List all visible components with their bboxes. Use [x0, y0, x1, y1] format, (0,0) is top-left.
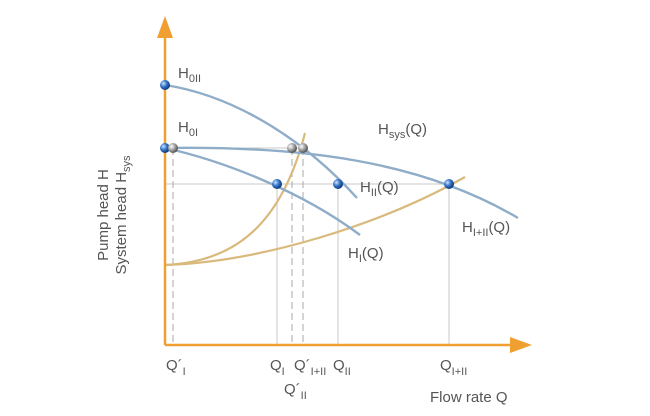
label-part: Q´: [294, 357, 311, 374]
label-part: I+II: [473, 227, 489, 239]
pump-curves: [164, 83, 519, 236]
points: [160, 80, 454, 189]
label-part: H: [178, 119, 189, 136]
label-part: I: [183, 366, 186, 378]
label-part: (Q): [362, 245, 384, 262]
y-axis-label: Pump head H System head Hsys: [95, 155, 133, 275]
label-part: sys: [121, 155, 133, 172]
label-part: H: [378, 121, 389, 138]
label-q2: QII: [333, 357, 351, 378]
label-part: I+II: [452, 366, 468, 378]
x-axis-title: Flow rate Q: [430, 389, 508, 406]
label-part: H: [462, 219, 473, 236]
label-part: (Q): [488, 219, 510, 236]
label-part: II: [371, 187, 377, 199]
label-part: Q´: [284, 381, 301, 398]
label-part: 0I: [189, 127, 198, 139]
label-part: II: [301, 390, 307, 402]
label-h0ii: H0II: [178, 65, 201, 85]
label-part: Q: [440, 357, 452, 374]
label-q12p: Q´I+II: [294, 357, 326, 378]
label-q12: QI+II: [440, 357, 467, 378]
label-part: System head H: [113, 172, 130, 275]
guides: [165, 147, 450, 345]
label-part: 0II: [189, 73, 201, 85]
label-part: H: [348, 245, 359, 262]
label-part: (Q): [377, 179, 399, 196]
label-part: I+II: [311, 366, 327, 378]
label-h0i: H0I: [178, 119, 198, 139]
label-hi: HI(Q): [348, 245, 384, 265]
label-hsys: Hsys(Q): [378, 121, 427, 141]
label-q1: QI: [270, 357, 285, 378]
axis-line1: Pump head H: [95, 169, 112, 261]
label-part: Q: [270, 357, 282, 374]
label-part: Q: [333, 357, 345, 374]
system-curves: [164, 132, 466, 267]
label-q1p: Q´I: [166, 357, 186, 378]
label-part: (Q): [405, 121, 427, 138]
label-part: I: [359, 253, 362, 265]
label-part: H: [178, 65, 189, 82]
label-hii: HII(Q): [360, 179, 399, 199]
axis-line2: System head Hsys: [113, 155, 133, 275]
label-q2p: Q´II: [284, 381, 307, 402]
label-part: sys: [389, 129, 406, 141]
label-part: H: [360, 179, 371, 196]
label-part: II: [345, 366, 351, 378]
label-hiii: HI+II(Q): [462, 219, 510, 239]
label-part: I: [282, 366, 285, 378]
label-part: Q´: [166, 357, 183, 374]
